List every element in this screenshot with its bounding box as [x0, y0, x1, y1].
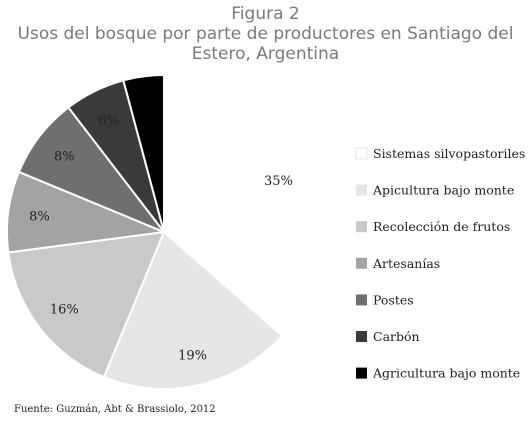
pie-slice-recoleccion-de-frutos: [7, 230, 166, 379]
legend-swatch-apicultura-bajo-monte: [356, 184, 367, 196]
slice-label-postes: 8%: [54, 150, 75, 165]
pie-slice-agricultura-bajo-monte: [122, 73, 165, 233]
pie-slice-sistemas-silvopastoriles: [163, 73, 322, 337]
legend-label-carbon: Carbón: [373, 329, 420, 344]
chart-title-block: Figura 2 Usos del bosque por parte de pr…: [0, 4, 531, 64]
pie-slices: [6, 73, 322, 390]
slice-label-recoleccion-de-frutos: 16%: [50, 302, 79, 317]
legend-swatch-recoleccion-de-frutos: [356, 221, 367, 233]
slice-label-artesanias: 8%: [29, 210, 50, 225]
chart-title: Usos del bosque por parte de productores…: [17, 24, 514, 64]
legend-swatch-postes: [356, 294, 367, 306]
legend-label-recoleccion-de-frutos: Recolección de frutos: [373, 219, 510, 234]
legend: Sistemas silvopastoriles Apicultura bajo …: [355, 146, 525, 381]
pie-slice-labels: 35% 19% 16% 8% 8% 6%: [29, 113, 293, 363]
slice-label-sistemas-silvopastoriles: 35%: [264, 174, 293, 189]
legend-swatch-artesanias: [356, 257, 367, 269]
source-note: Fuente: Guzmán, Abt & Brassiolo, 2012: [14, 404, 216, 415]
legend-swatch-agricultura-bajo-monte: [356, 367, 367, 379]
legend-label-artesanias: Artesanías: [372, 256, 440, 271]
legend-swatch-carbon: [356, 331, 367, 342]
legend-label-apicultura-bajo-monte: Apicultura bajo monte: [372, 183, 514, 198]
legend-label-sistemas-silvopastoriles: Sistemas silvopastoriles: [373, 146, 525, 161]
slice-label-carbon: 6%: [98, 113, 119, 128]
legend-swatch-sistemas-silvopastoriles: [355, 147, 368, 160]
legend-label-agricultura-bajo-monte: Agricultura bajo monte: [372, 366, 520, 381]
slice-label-apicultura-bajo-monte: 19%: [178, 348, 207, 363]
legend-label-postes: Postes: [373, 292, 414, 307]
figure-number: Figura 2: [231, 4, 300, 24]
